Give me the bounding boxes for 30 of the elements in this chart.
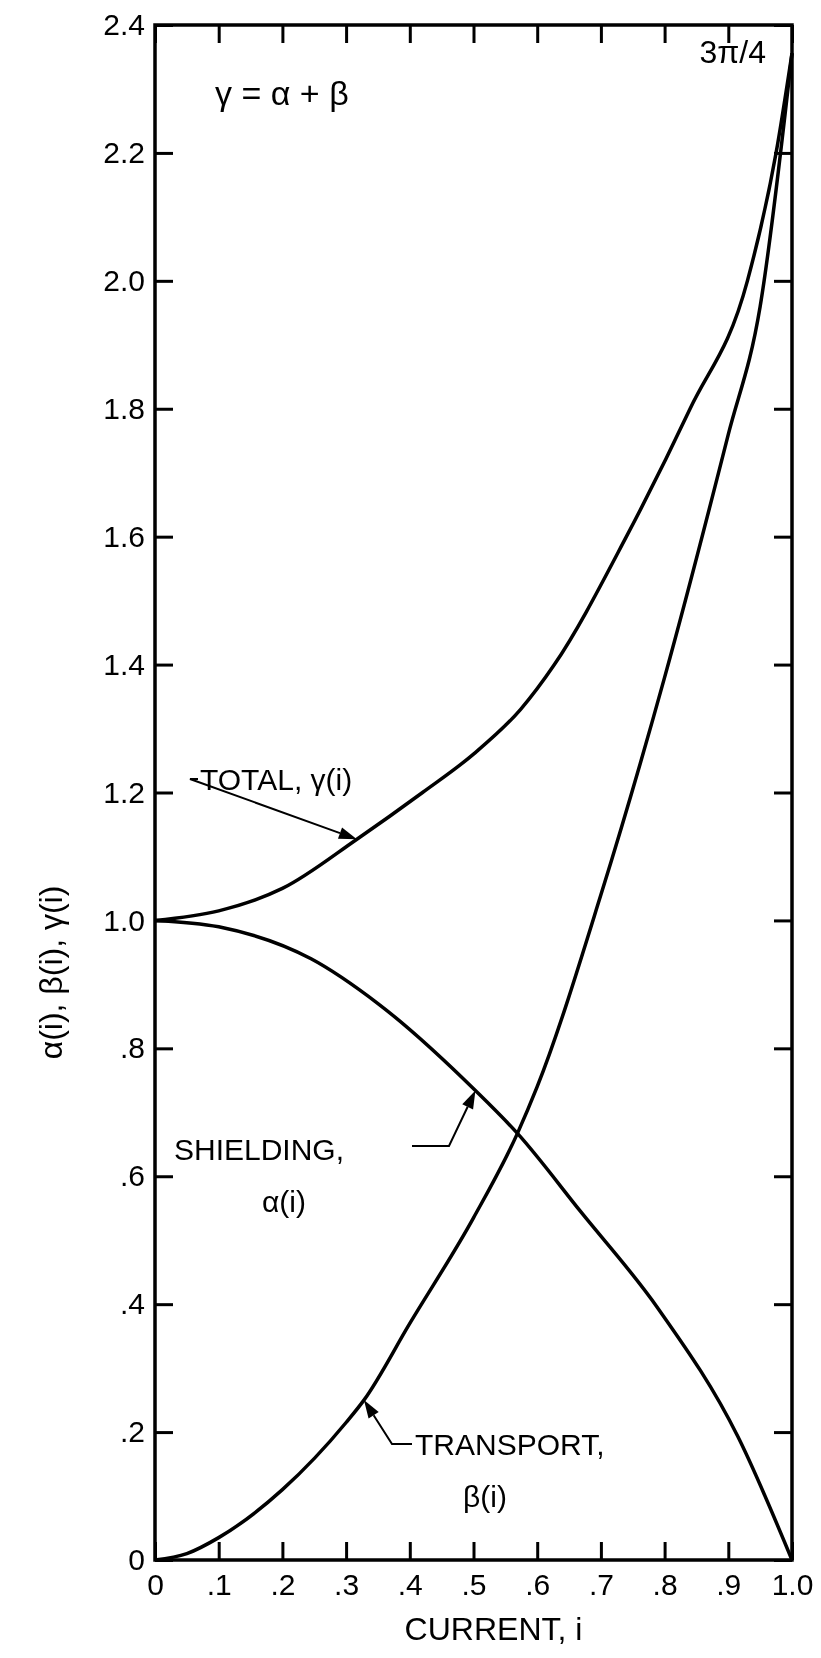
- x-tick-label: .4: [397, 1568, 423, 1602]
- annotation: 3π/4: [699, 34, 766, 71]
- y-tick-label: .4: [119, 1287, 145, 1321]
- x-tick-label: .1: [206, 1568, 232, 1602]
- annotation: γ = α + β: [215, 74, 349, 112]
- x-tick-label: .8: [652, 1568, 678, 1602]
- x-tick-label: .2: [270, 1568, 296, 1602]
- y-axis-title: α(i), β(i), γ(i): [33, 885, 69, 1060]
- y-tick-label: 1.0: [103, 903, 145, 937]
- y-tick-label: 1.6: [103, 519, 145, 553]
- y-tick-label: 2.4: [103, 8, 145, 42]
- y-tick-label: .2: [119, 1415, 145, 1449]
- y-tick-label: 1.8: [103, 391, 145, 425]
- x-tick-label: .5: [461, 1568, 487, 1602]
- legend-label: SHIELDING, α(i): [174, 1133, 345, 1218]
- y-tick-label: .8: [119, 1031, 145, 1065]
- x-tick-label: 1.0: [771, 1568, 814, 1602]
- x-tick-label: .3: [334, 1568, 360, 1602]
- legend-label: TRANSPORT, β(i): [415, 1428, 605, 1513]
- y-tick-label: 1.2: [103, 775, 145, 809]
- y-tick-label: 2.0: [103, 263, 145, 297]
- x-tick-label: .9: [716, 1568, 742, 1602]
- y-tick-label: .6: [119, 1159, 145, 1193]
- x-axis-title: CURRENT, i: [404, 1611, 583, 1647]
- y-tick-label: 0: [128, 1543, 145, 1577]
- legend-label: TOTAL, γ(i): [200, 763, 353, 796]
- y-tick-label: 1.4: [103, 647, 145, 681]
- x-tick-label: .6: [525, 1568, 551, 1602]
- x-tick-label: .7: [588, 1568, 614, 1602]
- y-tick-label: 2.2: [103, 136, 145, 170]
